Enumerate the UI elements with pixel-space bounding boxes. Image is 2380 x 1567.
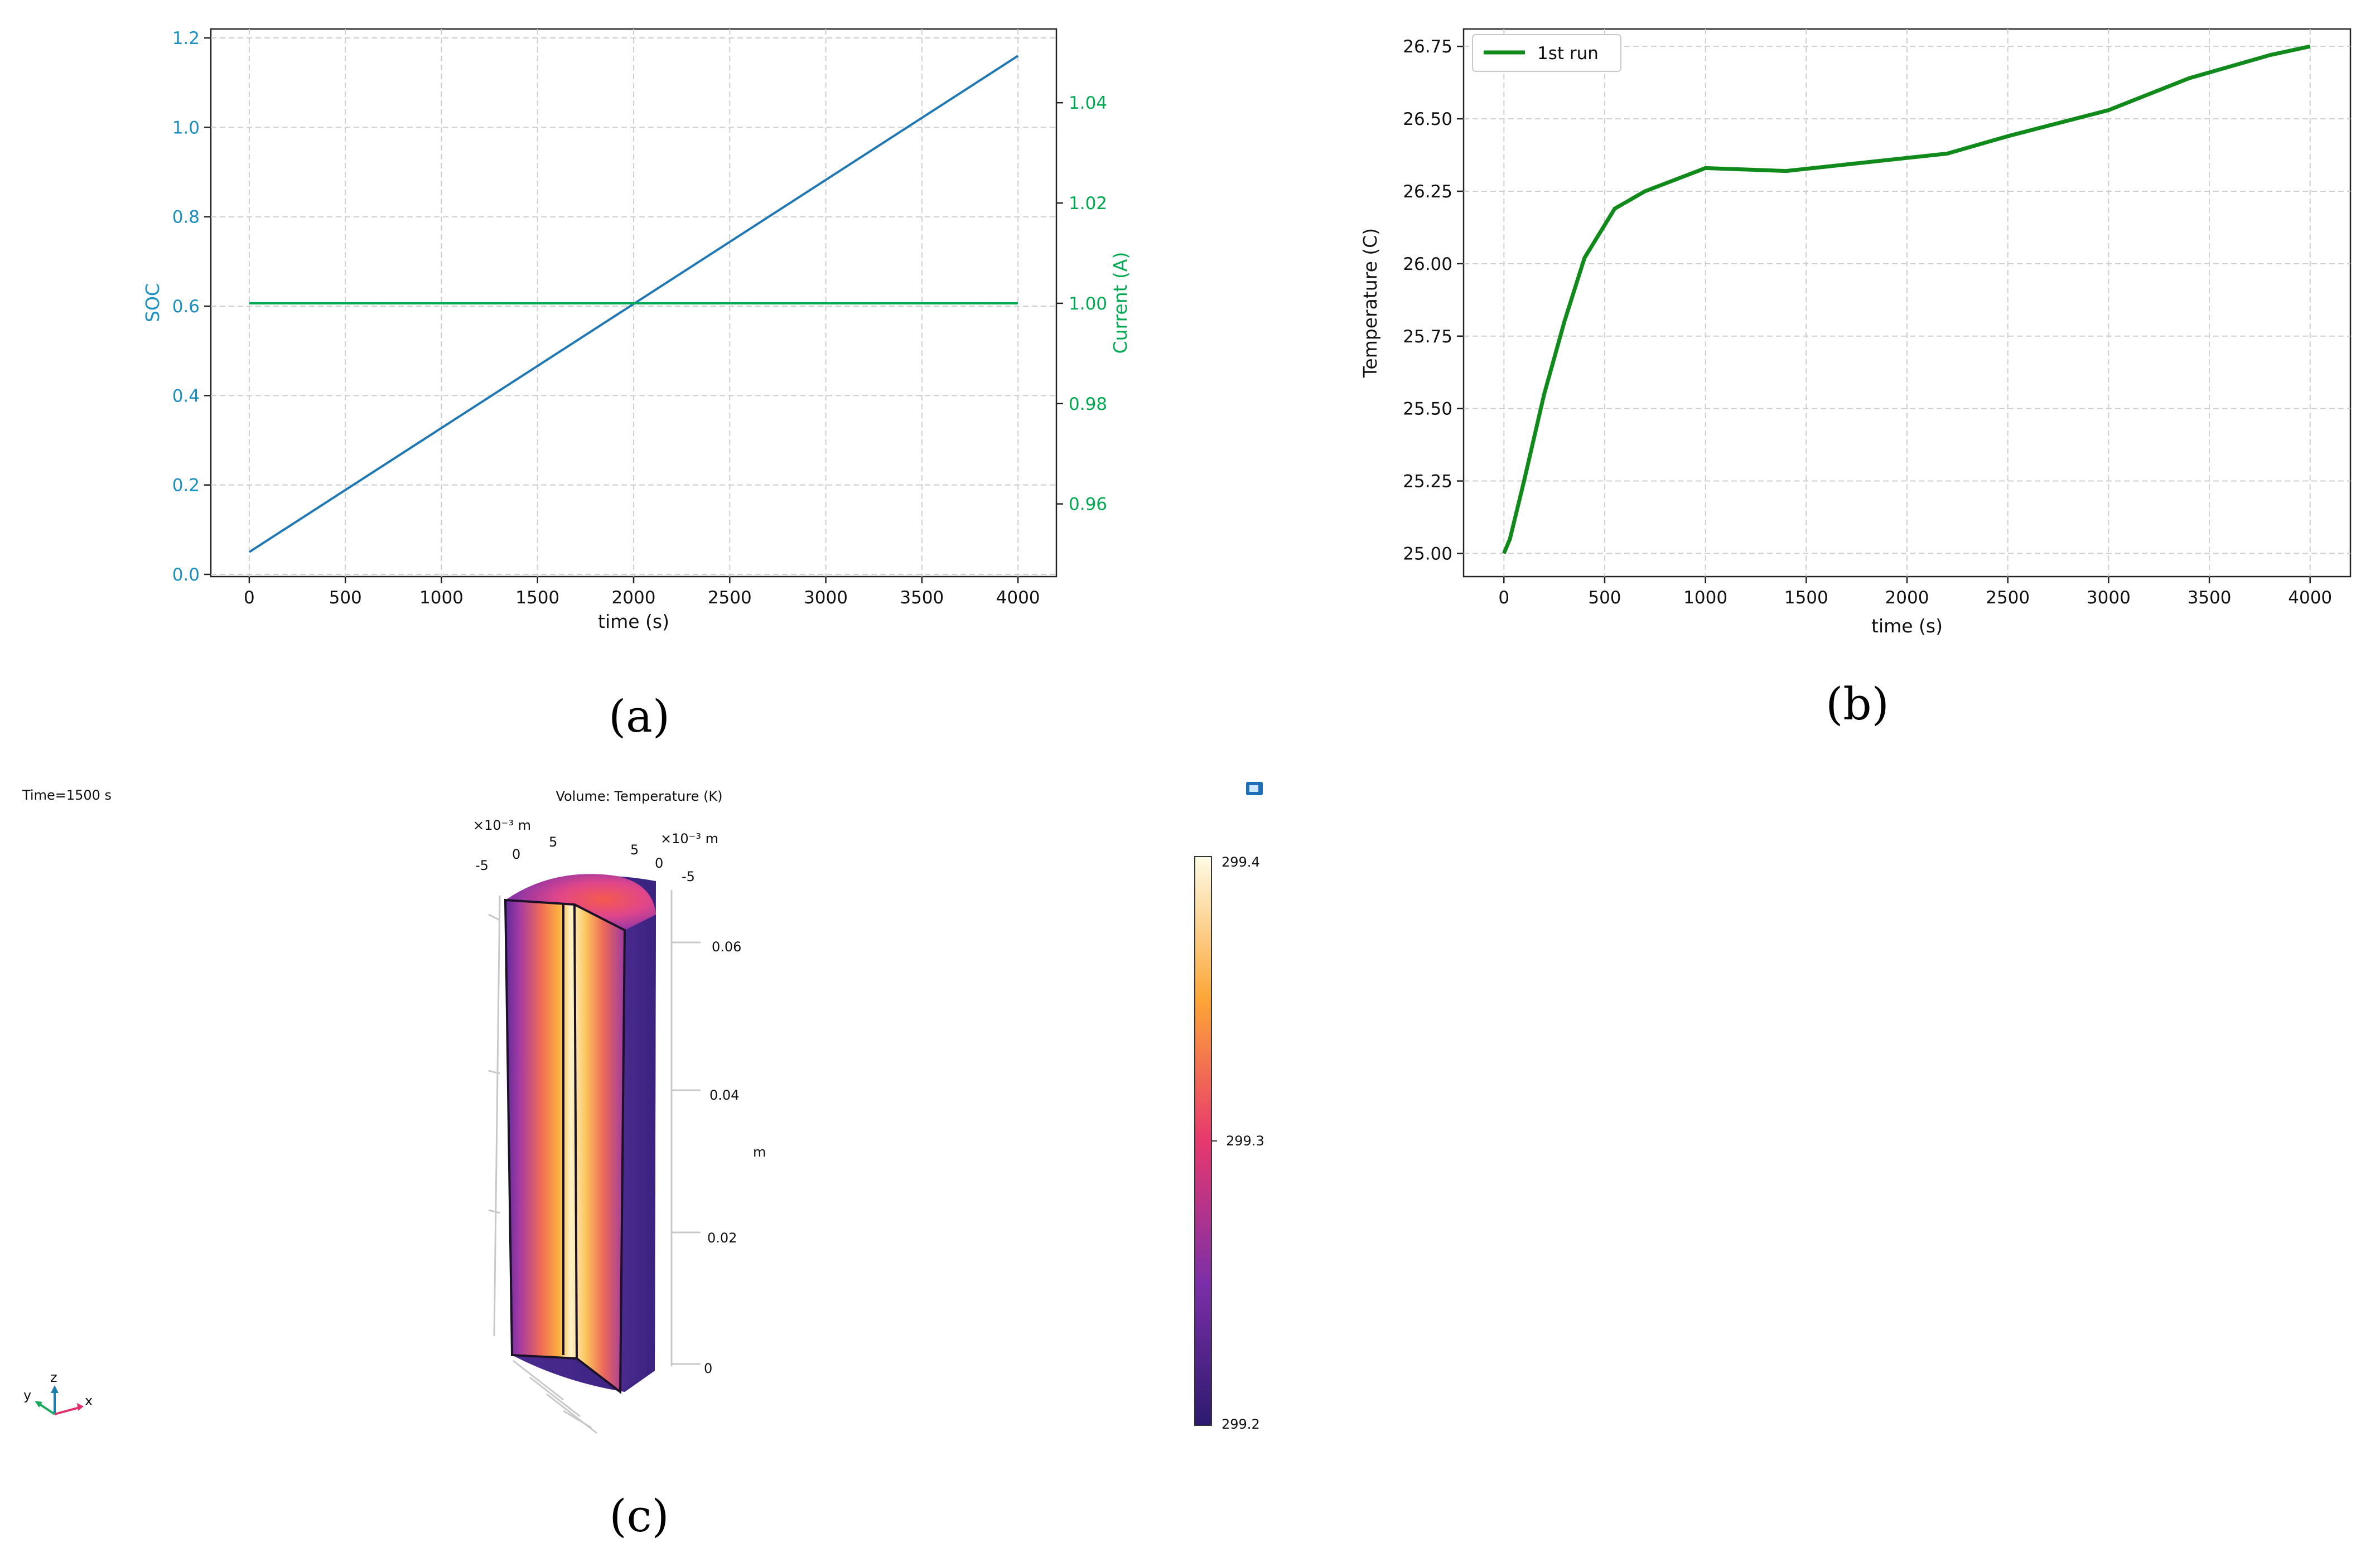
chart-temperature: 0 500 1000 1500 2000 2500 3000 3500 4000 25.00 25.… (1359, 28, 2352, 637)
series-line-1st-run (1502, 44, 2311, 554)
y2-tick-label: 0.98 (1069, 394, 1107, 414)
y-tick-label: 0.8 (172, 207, 200, 228)
x-tick-label: 1000 (419, 588, 464, 608)
axis-z-label: z (50, 1370, 57, 1385)
x-tick-label: 500 (329, 588, 362, 608)
axis-triad: y z x (23, 1370, 93, 1415)
z-tick-0: 0.06 (712, 939, 741, 955)
xlabel-a: time (s) (598, 611, 669, 632)
y2-tick-label: 1.02 (1069, 194, 1107, 214)
z-tick-1: 0.04 (709, 1087, 739, 1103)
z-tick-3: 0 (704, 1361, 712, 1376)
x-tick-label: 1500 (1784, 588, 1828, 608)
colorbar-mid: 299.3 (1226, 1133, 1264, 1149)
x-tick-label: 2500 (708, 588, 752, 608)
y-tick-label: 0.4 (172, 386, 200, 406)
x-tick-label: 4000 (2288, 588, 2332, 608)
z-axis-unit: m (753, 1144, 766, 1160)
y-tick-label: 1.2 (172, 28, 200, 49)
time-label: Time=1500 s (22, 787, 112, 803)
x-tick-right-2: -5 (682, 869, 695, 884)
colorbar-min: 299.2 (1222, 1416, 1260, 1432)
chart-soc-current: 0 500 1000 1500 2000 2500 3000 3500 4000 0.0 0.2 0.… (142, 28, 1131, 632)
y2-tick-label: 1.00 (1069, 294, 1107, 314)
x-tick-label: 3500 (2188, 588, 2232, 608)
ylabel-a: SOC (142, 283, 163, 322)
x-tick-label: 500 (1588, 588, 1621, 608)
axis-y-label: y (23, 1387, 31, 1403)
x-axis-unit-left: ×10⁻³ m (473, 818, 531, 833)
x-tick-left-2: 5 (549, 834, 557, 850)
y-tick-label: 26.75 (1403, 37, 1452, 57)
x-tick-label: 2500 (1986, 588, 2030, 608)
x-tick-label: 3000 (804, 588, 848, 608)
x-tick-right-0: 5 (630, 842, 639, 858)
y2-tick-label: 1.04 (1069, 93, 1107, 113)
y-tick-label: 26.50 (1403, 109, 1452, 129)
y-tick-label: 25.75 (1403, 327, 1452, 347)
y-tick-label: 0.2 (172, 476, 200, 496)
y-tick-label: 26.00 (1403, 254, 1452, 274)
battery-cylinder (504, 874, 656, 1395)
colorbar-max: 299.4 (1222, 854, 1260, 870)
x-tick-left-0: -5 (475, 858, 489, 873)
x-tick-right-1: 0 (655, 855, 663, 871)
y-tick-label: 25.00 (1403, 544, 1452, 564)
x-tick-label: 3500 (900, 588, 944, 608)
x-tick-label: 0 (244, 588, 255, 608)
x-tick-label: 0 (1498, 588, 1509, 608)
ylabel-b: Temperature (C) (1359, 228, 1381, 378)
x-tick-left-1: 0 (512, 847, 520, 862)
y2-tick-label: 0.96 (1069, 495, 1107, 515)
xlabel-b: time (s) (1871, 615, 1943, 637)
y-tick-label: 25.50 (1403, 399, 1452, 419)
y-tick-label: 26.25 (1403, 182, 1452, 202)
axis-x-label: x (85, 1393, 93, 1409)
caption-c: (c) (609, 1490, 669, 1542)
plot-box-lines (488, 890, 701, 1434)
volume-title: Volume: Temperature (K) (556, 789, 722, 804)
y-tick-label: 1.0 (172, 118, 200, 138)
x-tick-label: 3000 (2087, 588, 2131, 608)
x-tick-label: 2000 (1885, 588, 1929, 608)
caption-a: (a) (609, 690, 670, 742)
export-icon[interactable] (1246, 782, 1263, 795)
x-tick-label: 1000 (1683, 588, 1727, 608)
legend-b: 1st run (1472, 34, 1621, 72)
x-tick-label: 1500 (515, 588, 559, 608)
y-tick-label: 25.25 (1403, 472, 1452, 492)
caption-b: (b) (1826, 678, 1889, 730)
y2label-a: Current (A) (1109, 252, 1131, 354)
y-tick-label: 0.6 (172, 297, 200, 317)
temperature-volume-plot: Time=1500 s Volume: Temperature (K) ×10⁻… (22, 782, 1264, 1434)
legend-label-1st-run: 1st run (1537, 43, 1599, 64)
y-tick-label: 0.0 (172, 565, 200, 585)
z-tick-2: 0.02 (707, 1230, 737, 1246)
x-tick-label: 2000 (612, 588, 656, 608)
x-axis-unit-right: ×10⁻³ m (660, 831, 718, 847)
colorbar: 299.4 299.3 299.2 (1194, 854, 1264, 1432)
x-tick-label: 4000 (996, 588, 1040, 608)
